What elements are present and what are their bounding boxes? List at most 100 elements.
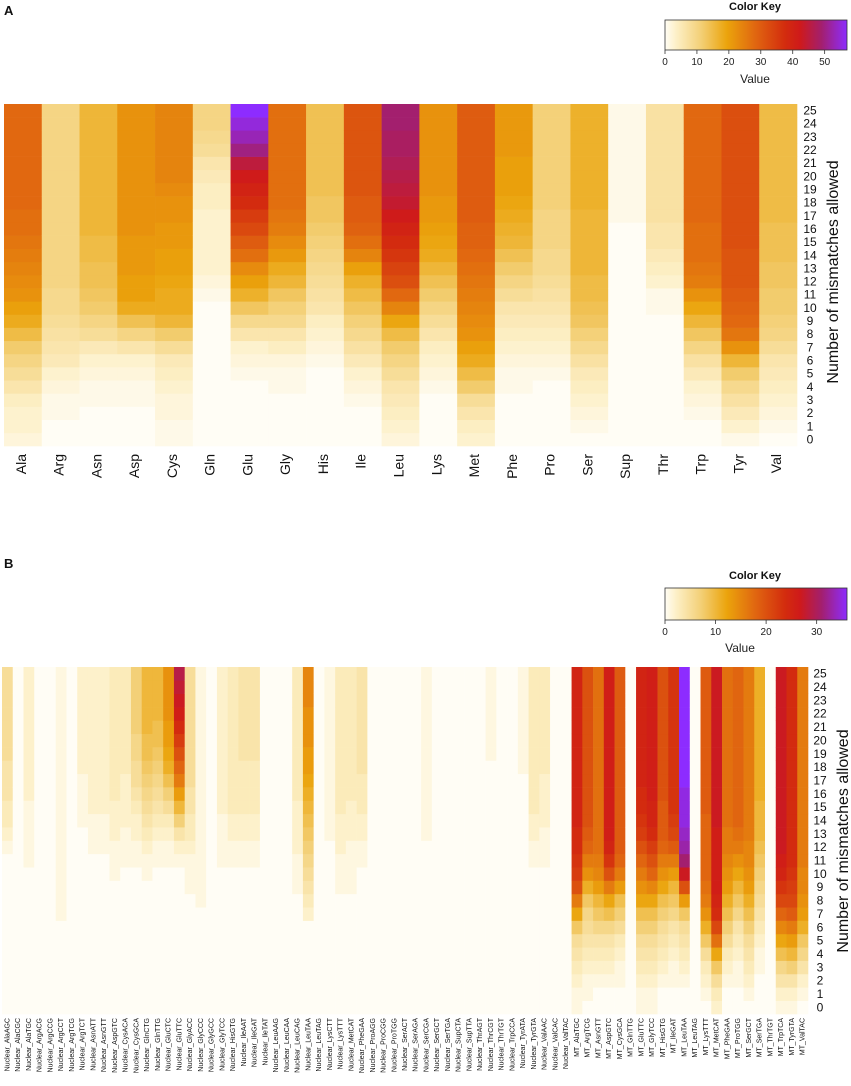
panel-b-cell-nuclear-argacg-1 xyxy=(34,987,46,1001)
panel-b-cell-nuclear-argacg-20 xyxy=(34,733,46,748)
panel-b-cell-nuclear-phegaa-12 xyxy=(356,840,368,855)
panel-b-cell-mt-gluttc-23 xyxy=(636,693,648,708)
panel-a-cell-asn-22 xyxy=(79,143,118,157)
panel-b-cell-mt-metcat-25 xyxy=(711,667,723,681)
panel-b-cell-nuclear-valaac-0 xyxy=(539,1000,551,1015)
panel-a-cell-thr-24 xyxy=(645,117,685,131)
panel-b-cell-nuclear-asngtt-13 xyxy=(98,827,110,841)
panel-b-cell-mt-argtcg-17 xyxy=(582,773,594,788)
panel-b-cell-nuclear-thrcgt-2 xyxy=(485,973,497,988)
panel-b-cell-nuclear-leutag-2 xyxy=(313,973,325,988)
panel-b-cell-nuclear-suptta-12 xyxy=(464,840,476,855)
panel-a-cell-glu-2 xyxy=(230,406,269,420)
panel-a-cell-gly-13 xyxy=(268,261,307,276)
panel-b-cell-nuclear-alacgc-14 xyxy=(12,813,24,828)
panel-b-cell-nuclear-alatgc-11 xyxy=(23,853,35,868)
panel-b-cell-mt-leutaa-15 xyxy=(679,800,691,815)
panel-a-cell-his-2 xyxy=(306,406,345,420)
panel-b-cell-nuclear-leutaa-0 xyxy=(302,1000,314,1015)
panel-b-cell-mt-argtcg-24 xyxy=(582,680,594,694)
panel-b-cell-nuclear-glygcc-4 xyxy=(206,947,218,961)
panel-b-cell-nuclear-procgg-13 xyxy=(378,827,390,841)
panel-a-cell-sup-24 xyxy=(608,117,647,131)
panel-b-cell-nuclear-valcac-14 xyxy=(550,813,562,828)
panel-a-cell-ser-10 xyxy=(570,301,609,315)
panel-b-cell-nuclear-glygcc-15 xyxy=(206,800,218,815)
panel-a-cell-pro-10 xyxy=(532,301,571,315)
panel-b-cell-nuclear-argtct-18 xyxy=(77,760,89,775)
panel-b-cell-mt-glnttg-19 xyxy=(625,747,637,761)
panel-a-cell-asn-24 xyxy=(79,117,118,131)
panel-b-cell-nuclear-glnttg-3 xyxy=(152,960,164,975)
panel-b-cell-nuclear-protgg-25 xyxy=(388,667,400,681)
panel-b-cell-mt-asngtt-9 xyxy=(593,880,605,895)
panel-b-cell-mt-sertga-19 xyxy=(754,747,766,761)
panel-b-cell-nuclear-ileaat-23 xyxy=(238,693,250,708)
panel-a-cell-glu-23 xyxy=(230,130,269,144)
panel-b-cell-mt-sergct-2 xyxy=(743,973,755,988)
panel-b-cell-nuclear-valaac-16 xyxy=(539,787,551,801)
panel-b-cell-mt-alatgc-16 xyxy=(571,787,583,801)
panel-b-cell-nuclear-cysgca-10 xyxy=(130,867,143,881)
panel-b-cell-mt-glnttg-10 xyxy=(625,867,637,881)
panel-a-cell-asn-0 xyxy=(79,432,118,447)
panel-a-cell-val-5 xyxy=(759,367,798,381)
panel-b-cell-mt-thrtgt-15 xyxy=(765,800,777,815)
panel-b-cell-mt-ilegat-20 xyxy=(668,733,680,748)
panel-b-cell-nuclear-glnttg-6 xyxy=(152,920,164,935)
panel-b-cell-mt-asngtt-7 xyxy=(593,907,605,921)
panel-a-cell-ile-0 xyxy=(343,432,382,447)
panel-b-cell-nuclear-lysctt-19 xyxy=(324,747,336,761)
panel-b-cell-nuclear-lysttt-5 xyxy=(335,933,347,948)
panel-b-cell-nuclear-leuaag-8 xyxy=(270,893,282,908)
panel-b-cell-nuclear-thrtgt-21 xyxy=(496,720,508,735)
panel-b-cell-nuclear-glnctg-12 xyxy=(141,840,153,855)
panel-b-cell-mt-glytcc-12 xyxy=(646,840,658,855)
panel-a-cell-his-5 xyxy=(306,367,345,381)
panel-b-cell-nuclear-argccg-11 xyxy=(44,853,57,868)
panel-b-cell-nuclear-aspgtc-24 xyxy=(109,680,121,694)
panel-b-cell-nuclear-hisgtg-21 xyxy=(227,720,239,735)
panel-b-cell-mt-alatgc-0 xyxy=(571,1000,583,1015)
panel-b-cell-mt-hisgtg-13 xyxy=(657,827,669,841)
panel-b-cell-nuclear-gluttc-7 xyxy=(173,907,185,921)
panel-a-cell-pro-0 xyxy=(532,432,571,447)
panel-a-cell-leu-21 xyxy=(381,156,420,171)
panel-b-cell-mt-sergct-21 xyxy=(743,720,755,735)
panel-b-cell-nuclear-cysgca-19 xyxy=(130,747,143,761)
panel-b-cell-nuclear-metcat-10 xyxy=(345,867,357,881)
panel-b-cell-nuclear-asngtt-21 xyxy=(98,720,110,735)
panel-b-cell-nuclear-glyccc-16 xyxy=(195,787,207,801)
panel-b-cell-nuclear-seract-19 xyxy=(399,747,411,761)
panel-b-cell-nuclear-thrcgt-23 xyxy=(485,693,497,708)
panel-a-cell-gln-1 xyxy=(192,419,231,434)
panel-b-cell-nuclear-asngtt-1 xyxy=(98,987,110,1001)
panel-b-cell-nuclear-valtac-14 xyxy=(560,813,572,828)
panel-b-cell-nuclear-alatgc-14 xyxy=(23,813,35,828)
panel-b-cell-nuclear-glytcc-24 xyxy=(216,680,228,694)
panel-a-cell-lys-13 xyxy=(419,261,458,276)
panel-b-cell-mt-argtcg-10 xyxy=(582,867,594,881)
panel-b-cell-mt-glytcc-22 xyxy=(646,707,658,721)
panel-b-cell-nuclear-valaac-1 xyxy=(539,987,551,1001)
panel-b-cell-mt-sergct-12 xyxy=(743,840,755,855)
panel-b-cell-mt-aspgtc-9 xyxy=(603,880,615,895)
panel-b-cell-nuclear-thrtgt-8 xyxy=(496,893,508,908)
panel-b-cell-nuclear-argacg-17 xyxy=(34,773,46,788)
panel-b-cell-mt-leutaa-6 xyxy=(679,920,691,935)
panel-b-cell-mt-gluttc-19 xyxy=(636,747,648,761)
panel-a-x-tick-gly: Gly xyxy=(277,454,293,475)
panel-b-cell-nuclear-asnatt-17 xyxy=(87,773,100,788)
panel-a-cell-trp-20 xyxy=(683,169,722,184)
panel-a-cell-leu-20 xyxy=(381,169,420,184)
panel-a-cell-val-23 xyxy=(759,130,798,144)
panel-a-cell-met-23 xyxy=(457,130,496,144)
panel-b-x-tick-nuclear-metcat: Nuclear_MetCAT xyxy=(348,1017,355,1071)
panel-b-cell-nuclear-lysttt-1 xyxy=(335,987,347,1001)
panel-a-cell-tyr-7 xyxy=(721,340,760,355)
panel-b-cell-nuclear-leuaag-15 xyxy=(270,800,282,815)
panel-b-cell-nuclear-aspgtc-16 xyxy=(109,787,121,801)
panel-b-cell-mt-metcat-23 xyxy=(711,693,723,708)
panel-b-cell-nuclear-alatgc-5 xyxy=(23,933,35,948)
panel-b-cell-nuclear-sergct-7 xyxy=(431,907,443,921)
